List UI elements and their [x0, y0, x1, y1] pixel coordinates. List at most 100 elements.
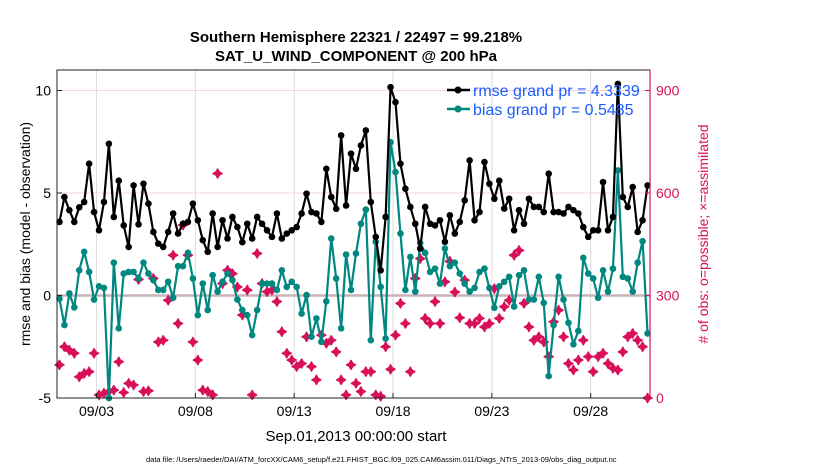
chart-title: Southern Hemisphere 22321 / 22497 = 99.2… — [190, 29, 522, 46]
obs-count-marker — [118, 387, 129, 398]
bias-point — [332, 275, 340, 282]
rmse-point — [90, 208, 98, 216]
rmse-point — [446, 212, 454, 219]
bias-point — [169, 294, 177, 302]
obs-count-marker — [390, 329, 401, 341]
bias-point — [110, 259, 118, 267]
obs-count-marker — [311, 374, 322, 386]
bias-point — [293, 283, 300, 291]
obs-count-marker — [345, 359, 357, 371]
axis-ticks: 09/03 09/08 09/13 09/18 09/23 09/28 -5 0 5 10 0 300… — [35, 83, 679, 420]
obs-count-marker — [617, 346, 629, 358]
obs-count-marker — [276, 326, 288, 337]
rmse-point — [105, 140, 113, 148]
obs-count-marker — [306, 361, 317, 372]
rmse-point — [619, 193, 627, 201]
rmse-point — [100, 198, 108, 206]
bias-point — [570, 340, 577, 348]
obs-count-marker — [251, 248, 263, 259]
series-layer — [54, 80, 653, 404]
obs-count-marker — [513, 245, 525, 256]
rmse-point — [337, 132, 345, 139]
obs-count-marker — [578, 335, 589, 346]
rmse-point — [219, 216, 226, 224]
obs-count-marker — [454, 312, 465, 323]
rmse-point — [589, 227, 597, 234]
bias-point — [145, 270, 152, 277]
obs-count-marker — [474, 313, 485, 324]
y-tick-label: 10 — [35, 83, 51, 99]
bias-point — [318, 338, 325, 346]
bias-point — [491, 304, 498, 312]
chart-subtitle: SAT_U_WIND_COMPONENT @ 200 hPa — [215, 48, 498, 65]
rmse-point — [258, 220, 266, 228]
rmse-point — [253, 213, 261, 221]
bias-point — [639, 237, 646, 245]
obs-count-marker — [64, 344, 75, 356]
bias-line — [58, 141, 649, 400]
rmse-point — [491, 195, 498, 203]
bias-point — [199, 280, 207, 287]
x-tick-label: 09/13 — [277, 403, 312, 419]
bias-point — [367, 336, 375, 344]
obs-count-marker — [271, 296, 283, 307]
obs-count-marker — [370, 389, 381, 401]
rmse-point — [441, 238, 449, 246]
obs-count-marker — [503, 295, 515, 306]
obs-count-marker — [563, 358, 574, 369]
y-right-tick-label: 300 — [656, 288, 680, 304]
rmse-point — [234, 223, 241, 231]
bias-point — [579, 254, 587, 262]
obs-count-marker — [419, 313, 431, 324]
rmse-point — [471, 216, 478, 224]
bias-point — [431, 265, 439, 272]
bias-point — [70, 304, 78, 311]
rmse-point — [209, 210, 216, 217]
rmse-point — [525, 195, 533, 203]
obs-count-marker — [192, 354, 204, 366]
bias-point — [624, 275, 632, 282]
rmse-point — [85, 160, 93, 167]
bias-point — [313, 315, 320, 322]
rmse-point — [402, 185, 409, 192]
bias-point — [510, 303, 518, 310]
rmse-point — [377, 266, 384, 274]
rmse-point — [66, 206, 73, 214]
x-tick-label: 09/28 — [573, 403, 608, 419]
bias-point — [545, 372, 552, 380]
bias-point — [407, 253, 414, 261]
bias-point — [377, 283, 384, 291]
bias-point — [599, 266, 607, 274]
bias-point — [90, 296, 98, 303]
bias-point — [229, 276, 236, 284]
rmse-point — [495, 177, 503, 184]
bias-point — [525, 296, 533, 303]
bias-point — [303, 291, 310, 299]
obs-count-marker — [434, 318, 446, 329]
rmse-point — [520, 220, 528, 228]
bias-point — [604, 288, 612, 295]
obs-count-marker — [518, 298, 530, 309]
y-tick-label: 0 — [43, 288, 51, 304]
bias-point — [411, 288, 419, 295]
rmse-point — [323, 165, 330, 173]
rmse-point — [644, 182, 651, 189]
bias-point — [125, 268, 132, 276]
rmse-point — [466, 157, 473, 164]
bias-point — [130, 268, 137, 276]
obs-count-marker — [172, 318, 184, 329]
rmse-point — [436, 216, 444, 224]
bias-point — [500, 278, 508, 286]
bias-point — [495, 282, 503, 290]
obs-count-marker — [242, 284, 253, 296]
obs-count-marker — [380, 341, 391, 352]
rmse-point — [565, 203, 572, 211]
bias-point — [234, 296, 241, 303]
footer-data-file: data file: /Users/raeder/DAI/ATM_forcXX/… — [146, 455, 617, 464]
bias-point — [298, 310, 305, 317]
bias-point — [520, 266, 528, 274]
rmse-point — [248, 235, 256, 242]
bias-point — [159, 286, 167, 294]
y-right-tick-label: 900 — [656, 83, 680, 99]
bias-point — [337, 325, 345, 332]
